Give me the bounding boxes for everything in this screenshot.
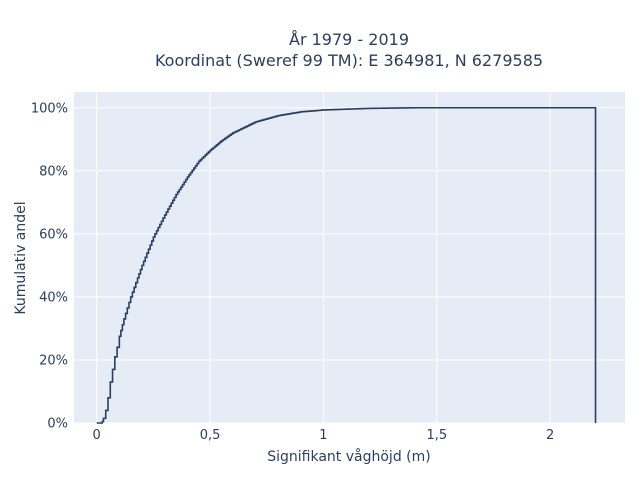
x-axis-title: Signifikant våghöjd (m) — [267, 448, 430, 465]
grid — [74, 92, 625, 424]
y-tick-label: 80% — [39, 164, 68, 179]
axis-ticks: 0 0,5 1 1,5 20%20%40%60%80%100% — [31, 101, 554, 443]
y-tick-label: 40% — [39, 290, 68, 305]
y-tick-label: 20% — [39, 353, 68, 368]
x-tick-label: 0 — [93, 428, 101, 443]
x-tick-label: 1,5 — [426, 428, 447, 443]
ecdf-step-line — [96, 106, 597, 424]
x-tick-label: 2 — [546, 428, 554, 443]
chart-title-line1: År 1979 - 2019 — [289, 30, 409, 49]
x-tick-label: 0,5 — [200, 428, 221, 443]
y-tick-label: 60% — [39, 227, 68, 242]
x-tick-label: 1 — [319, 428, 327, 443]
y-axis-title: Kumulativ andel — [13, 201, 29, 314]
plot-background — [74, 92, 625, 423]
y-tick-label: 100% — [31, 101, 68, 116]
chart-title-line2: Koordinat (Sweref 99 TM): E 364981, N 62… — [155, 51, 543, 70]
y-tick-label: 0% — [47, 417, 68, 432]
